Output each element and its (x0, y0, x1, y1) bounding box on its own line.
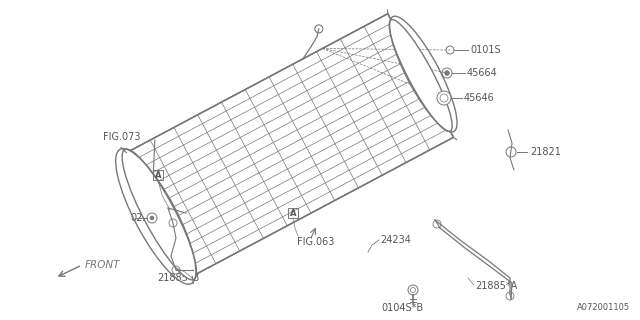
Text: FRONT: FRONT (85, 260, 120, 270)
Text: 0238S: 0238S (130, 213, 161, 223)
Circle shape (445, 70, 449, 76)
Text: FIG.063: FIG.063 (297, 237, 334, 247)
Text: 21821: 21821 (530, 147, 561, 157)
Text: 45664: 45664 (467, 68, 498, 78)
Polygon shape (127, 14, 454, 276)
Circle shape (437, 91, 451, 105)
Text: FIG.073: FIG.073 (103, 132, 141, 142)
Text: 0104S*B: 0104S*B (381, 303, 423, 313)
Text: 21885*A: 21885*A (475, 281, 517, 291)
Ellipse shape (389, 20, 452, 132)
Text: 0101S: 0101S (470, 45, 500, 55)
Circle shape (147, 213, 157, 223)
Ellipse shape (122, 149, 196, 280)
Circle shape (150, 216, 154, 220)
Text: 24234: 24234 (380, 235, 411, 245)
Text: 45646: 45646 (464, 93, 495, 103)
Text: A072001105: A072001105 (577, 303, 630, 312)
Text: A: A (155, 171, 161, 180)
Circle shape (408, 285, 418, 295)
Text: A: A (290, 209, 296, 218)
Text: 21885*B: 21885*B (157, 273, 200, 283)
